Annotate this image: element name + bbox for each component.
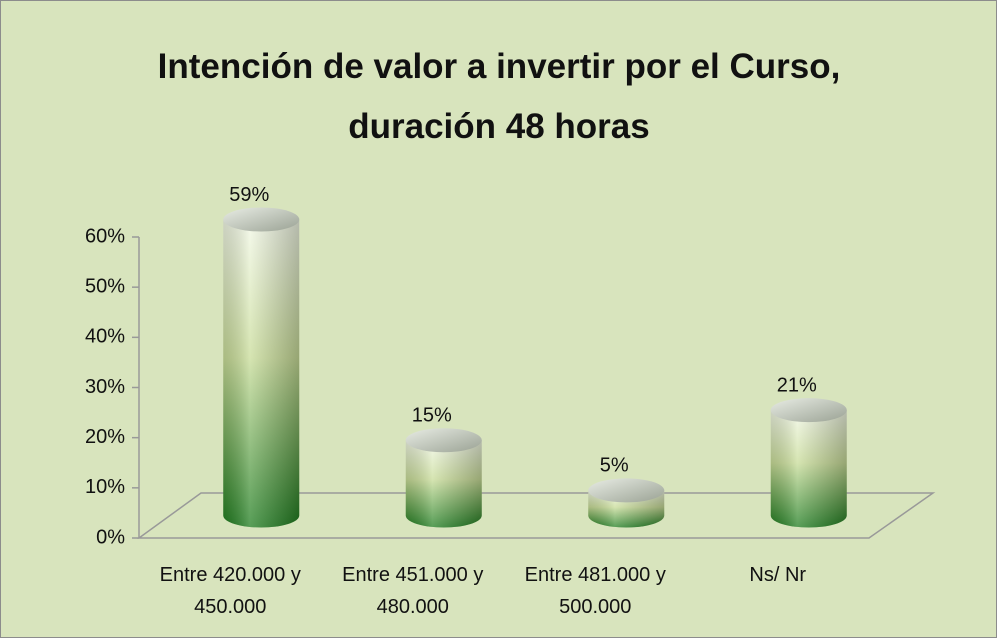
value-label: 21% bbox=[777, 374, 817, 396]
bar-shade bbox=[770, 410, 847, 528]
y-tick-label: 20% bbox=[85, 426, 125, 448]
y-tick-label: 40% bbox=[85, 326, 125, 348]
x-tick-label: Ns/ Nr bbox=[749, 564, 807, 586]
value-label: 59% bbox=[229, 184, 269, 206]
y-tick-label: 10% bbox=[85, 476, 125, 498]
bar bbox=[588, 478, 665, 528]
bar bbox=[223, 207, 300, 528]
y-tick-label: 50% bbox=[85, 275, 125, 297]
y-tick-label: 30% bbox=[85, 376, 125, 398]
bar bbox=[405, 428, 482, 528]
value-label: 5% bbox=[600, 455, 629, 477]
bar bbox=[770, 398, 847, 528]
bar-shade bbox=[405, 440, 482, 528]
value-label: 15% bbox=[412, 405, 452, 427]
y-tick-label: 60% bbox=[85, 225, 125, 247]
x-tick-label: Entre 420.000 y 450.000 bbox=[159, 564, 301, 618]
floor bbox=[136, 492, 936, 539]
bar-cap bbox=[588, 478, 665, 503]
y-tick-label: 0% bbox=[96, 526, 125, 548]
bar-cap bbox=[770, 398, 847, 423]
x-tick-label: Entre 451.000 y 480.000 bbox=[342, 564, 484, 618]
bar-cap bbox=[223, 207, 300, 232]
chart-title: Intención de valor a invertir por el Cur… bbox=[157, 47, 841, 146]
bar-cap bbox=[405, 428, 482, 453]
x-tick-label: Entre 481.000 y 500.000 bbox=[524, 564, 666, 618]
bar-shade bbox=[223, 219, 300, 528]
